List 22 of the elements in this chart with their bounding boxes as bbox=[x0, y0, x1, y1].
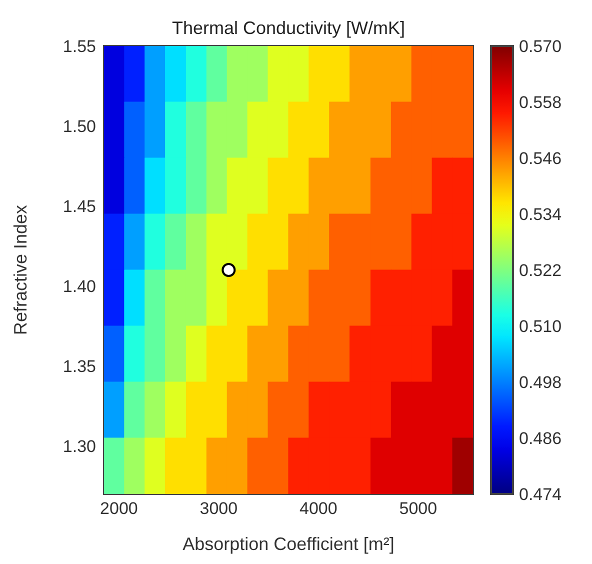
x-tick-label: 2000 bbox=[100, 499, 138, 518]
y-tick-label: 1.30 bbox=[62, 437, 96, 456]
x-tick-label: 5000 bbox=[399, 499, 438, 518]
y-tick-label: 1.55 bbox=[62, 37, 96, 56]
color-bar-label: 0.474 bbox=[519, 485, 562, 504]
color-bar-label: 0.570 bbox=[519, 37, 562, 56]
color-bar-label: 0.558 bbox=[519, 93, 562, 112]
chart-title: Thermal Conductivity [W/mK] bbox=[172, 18, 406, 38]
color-bar-label: 0.546 bbox=[519, 149, 562, 168]
y-axis-title: Refractive Index bbox=[10, 204, 30, 336]
y-tick-label: 1.50 bbox=[62, 117, 96, 136]
color-bar-label: 0.522 bbox=[519, 261, 562, 280]
color-bar-label: 0.510 bbox=[519, 317, 562, 336]
x-tick-label: 3000 bbox=[200, 499, 238, 518]
y-tick-label: 1.35 bbox=[62, 357, 96, 376]
color-bar-label: 0.498 bbox=[519, 373, 562, 392]
y-tick-label: 1.40 bbox=[62, 277, 96, 296]
y-tick-label: 1.45 bbox=[62, 197, 96, 216]
x-tick-label: 4000 bbox=[300, 499, 338, 518]
color-bar-label: 0.534 bbox=[519, 205, 562, 224]
x-axis-title: Absorption Coefficient [m²] bbox=[182, 534, 394, 554]
color-bar-label: 0.486 bbox=[519, 429, 562, 448]
